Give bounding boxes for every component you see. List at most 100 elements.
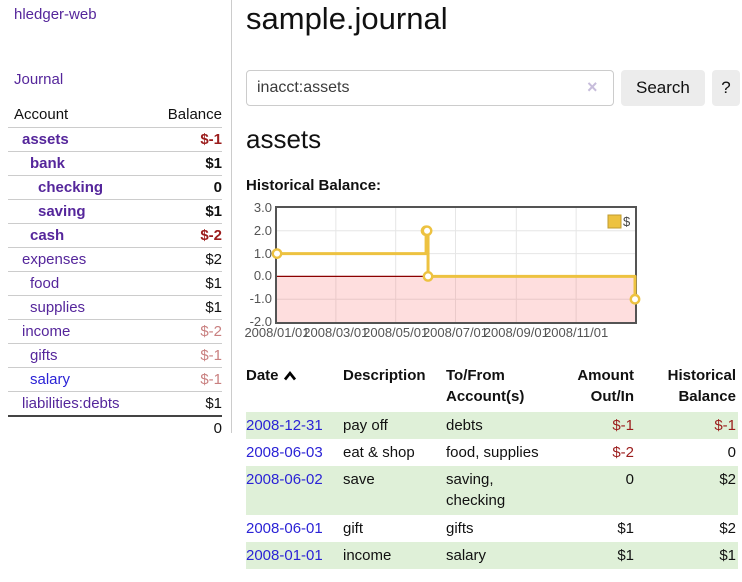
transaction-description-cell: gift bbox=[343, 519, 364, 537]
search-button[interactable]: Search bbox=[621, 70, 705, 106]
transaction-accounts-cell: gifts bbox=[446, 519, 474, 537]
column-header-label: Date bbox=[246, 367, 279, 384]
transaction-date-cell: 2008-06-03 bbox=[246, 439, 343, 466]
sidebar-account-row: expenses $2 bbox=[8, 247, 222, 271]
sidebar-account-link-food[interactable]: food bbox=[30, 275, 60, 292]
transaction-amount-cell: $-2 bbox=[612, 443, 634, 461]
sidebar-account-link-income[interactable]: income bbox=[22, 323, 71, 340]
sidebar-account-link-supplies[interactable]: supplies bbox=[30, 299, 86, 316]
x-tick-label: 2008/11/01 bbox=[544, 325, 609, 340]
transaction-balance-cell: $2 bbox=[719, 471, 736, 489]
sidebar-account-row: cash $-2 bbox=[8, 223, 222, 247]
sidebar-account-link-salary[interactable]: salary bbox=[30, 371, 71, 388]
transaction-amount-cell: $1 bbox=[617, 519, 634, 537]
sidebar-account-balance: $-1 bbox=[200, 131, 222, 148]
chart-y-axis: 3.0 2.0 1.0 0.0 -1.0 -2.0 bbox=[246, 200, 272, 343]
sidebar-accounts-header: Account Balance bbox=[8, 103, 222, 127]
x-tick-label: 2008/01/01 bbox=[244, 325, 310, 340]
sidebar-account-balance: $-1 bbox=[200, 371, 222, 388]
transaction-row: 2008-06-03 eat & shop food, supplies $-2 0 bbox=[246, 439, 738, 466]
sidebar-account-link-expenses[interactable]: expenses bbox=[22, 251, 87, 268]
transaction-date-link[interactable]: 2008-06-01 bbox=[246, 519, 323, 537]
sidebar-account-link-checking[interactable]: checking bbox=[38, 179, 104, 196]
sidebar-account-link-saving[interactable]: saving bbox=[38, 203, 86, 220]
search-input[interactable] bbox=[246, 70, 614, 106]
sidebar: hledger-web Journal Account Balance asse… bbox=[0, 0, 231, 582]
sidebar-account-balance: $-2 bbox=[200, 227, 222, 244]
sidebar-account-row: income $-2 bbox=[8, 319, 222, 343]
sidebar-account-row: checking 0 bbox=[8, 175, 222, 199]
x-tick-label: 2008/07/01 bbox=[422, 325, 489, 340]
sidebar-account-balance: $1 bbox=[205, 395, 222, 412]
transaction-date-link[interactable]: 2008-06-02 bbox=[246, 471, 323, 489]
transaction-date-cell: 2008-06-01 bbox=[246, 515, 343, 542]
main-content: sample.journal × Search ? assets Histori… bbox=[244, 0, 742, 582]
transaction-date-link[interactable]: 2008-01-01 bbox=[246, 547, 323, 565]
register-table: Date Description To/From Account(s) Amount … bbox=[246, 363, 738, 570]
legend-label: $ bbox=[623, 214, 631, 229]
transaction-balance-cell: $-1 bbox=[714, 416, 736, 434]
data-point-marker bbox=[629, 293, 641, 305]
sidebar-account-balance: $1 bbox=[205, 155, 222, 172]
search-form: × Search ? bbox=[246, 70, 742, 106]
chart-x-axis: 2008/01/01 2008/03/01 2008/05/01 2008/07/01… bbox=[244, 201, 742, 343]
sidebar-account-row: bank $1 bbox=[8, 151, 222, 175]
sidebar-account-row: gifts $-1 bbox=[8, 343, 222, 367]
sidebar-account-row: supplies $1 bbox=[8, 295, 222, 319]
sidebar-account-link-gifts[interactable]: gifts bbox=[30, 347, 58, 364]
clear-search-icon[interactable]: × bbox=[587, 77, 598, 97]
sidebar-divider bbox=[231, 0, 232, 433]
transaction-accounts-cell: salary bbox=[446, 547, 487, 565]
transaction-date-link[interactable]: 2008-12-31 bbox=[246, 416, 323, 434]
app-brand-link[interactable]: hledger-web bbox=[14, 6, 97, 23]
register-table-body: 2008-12-31 pay off debts $-1 $-1 2008-06-03 ea… bbox=[246, 411, 738, 570]
y-tick-label: 0.0 bbox=[253, 268, 272, 284]
transaction-date-cell: 2008-06-02 bbox=[246, 466, 343, 515]
register-table-header-row: Date Description To/From Account(s) Amount … bbox=[246, 363, 738, 412]
sidebar-account-row: salary $-1 bbox=[8, 367, 222, 391]
sidebar-account-link-assets[interactable]: assets bbox=[22, 131, 69, 148]
y-tick-label: 2.0 bbox=[253, 222, 272, 238]
sidebar-account-link-cash[interactable]: cash bbox=[30, 227, 65, 244]
chart-plot-area[interactable]: $ bbox=[271, 206, 641, 324]
transaction-description-cell: pay off bbox=[343, 416, 388, 434]
balance-column-header: Balance bbox=[167, 106, 222, 123]
register-account-heading: assets bbox=[246, 124, 322, 154]
sidebar-account-link-liabilities-debts[interactable]: liabilities:debts bbox=[22, 395, 120, 412]
sidebar-account-link-bank[interactable]: bank bbox=[30, 155, 66, 172]
sidebar-accounts-table: Account Balance assets $-1 bank $1 checking 0… bbox=[8, 103, 222, 440]
legend-swatch bbox=[607, 214, 622, 229]
account-column-header: Account bbox=[14, 106, 69, 123]
sort-ascending-icon[interactable] bbox=[283, 371, 297, 381]
transaction-balance-cell: $1 bbox=[719, 547, 736, 565]
column-header-label: Description bbox=[343, 367, 426, 384]
column-header-label: Amount Out/In bbox=[577, 367, 634, 406]
transaction-amount-cell: $-1 bbox=[612, 416, 634, 434]
data-point-marker bbox=[421, 225, 433, 237]
transaction-row: 2008-06-02 save saving, checking 0 $2 bbox=[246, 466, 738, 515]
column-header-description: Description bbox=[343, 363, 446, 412]
transaction-date-link[interactable]: 2008-06-03 bbox=[246, 443, 323, 461]
transaction-description-cell: income bbox=[343, 547, 392, 565]
data-point-marker bbox=[422, 271, 434, 282]
column-header-historical-balance: Historical Balance bbox=[642, 363, 738, 412]
sidebar-accounts: assets $-1 bank $1 checking 0 saving $1 cash $-2 e… bbox=[8, 127, 222, 415]
transaction-amount-cell: $1 bbox=[617, 547, 634, 565]
sidebar-account-balance: $-1 bbox=[200, 347, 222, 364]
help-button[interactable]: ? bbox=[712, 70, 740, 106]
sidebar-account-row: food $1 bbox=[8, 271, 222, 295]
transaction-row: 2008-12-31 pay off debts $-1 $-1 bbox=[246, 411, 738, 439]
y-tick-label: 3.0 bbox=[253, 200, 272, 215]
balance-chart-svg: $ bbox=[271, 208, 641, 322]
transaction-description-cell: eat & shop bbox=[343, 443, 415, 461]
sidebar-account-row: liabilities:debts $1 bbox=[8, 391, 222, 415]
data-point-marker bbox=[271, 248, 283, 259]
sidebar-item-journal[interactable]: Journal bbox=[14, 71, 64, 88]
sidebar-account-balance: $1 bbox=[205, 299, 222, 316]
y-tick-label: -2.0 bbox=[249, 314, 272, 329]
transaction-balance-cell: 0 bbox=[727, 443, 736, 461]
column-header-date[interactable]: Date bbox=[246, 363, 343, 412]
transaction-row: 2008-06-01 gift gifts $1 $2 bbox=[246, 515, 738, 542]
negative-region-shade bbox=[277, 276, 635, 322]
y-tick-label: 1.0 bbox=[253, 245, 272, 261]
